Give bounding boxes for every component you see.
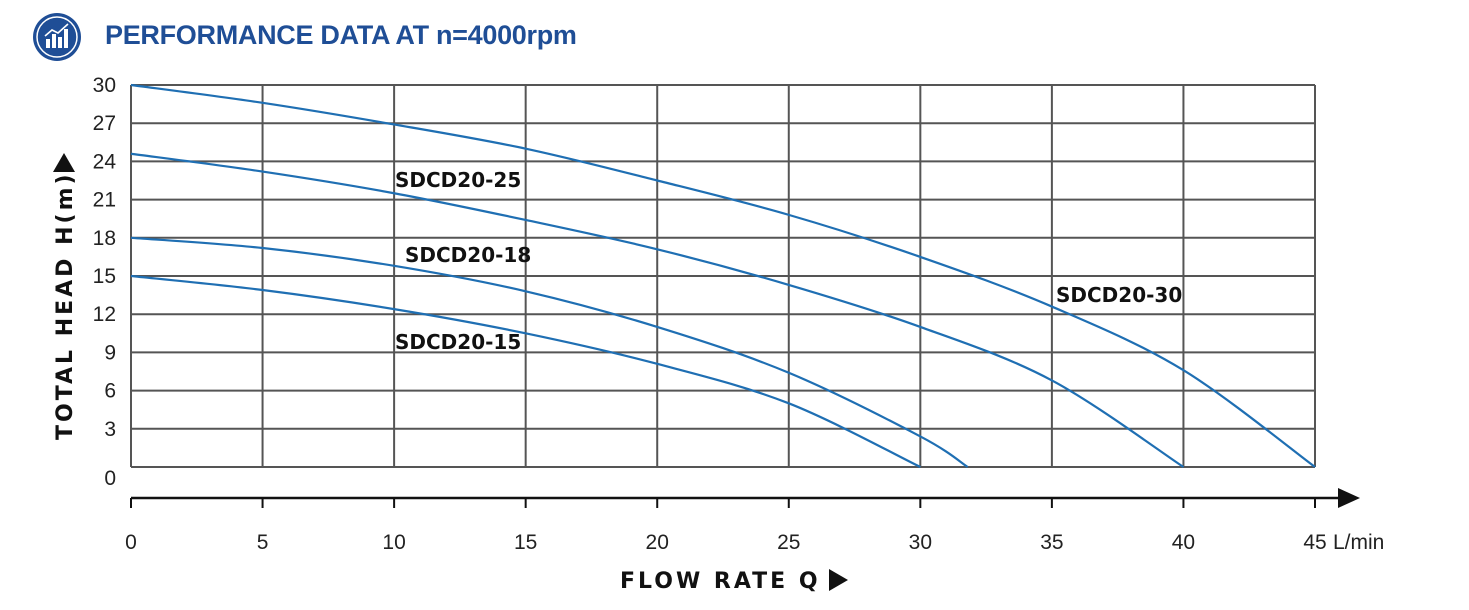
y-tick-label: 0 bbox=[104, 467, 116, 490]
page-title: PERFORMANCE DATA AT n=4000rpm bbox=[105, 20, 577, 50]
series-label: SDCD20-30 bbox=[1056, 283, 1182, 307]
x-tick-label: 35 bbox=[1040, 531, 1063, 554]
series-line bbox=[130, 152, 1185, 468]
x-axis-arrowhead bbox=[1338, 488, 1360, 508]
y-tick-label: 9 bbox=[104, 341, 116, 364]
y-tick-label: 21 bbox=[93, 189, 116, 212]
x-tick-label: 45 bbox=[1303, 531, 1326, 554]
x-tick-label: 0 bbox=[125, 531, 137, 554]
series-line bbox=[130, 236, 969, 468]
x-tick-label: 10 bbox=[382, 531, 405, 554]
x-tick-label: 25 bbox=[777, 531, 800, 554]
y-axis-title: TOTAL HEAD H(m) bbox=[53, 171, 78, 440]
series-label: SDCD20-25 bbox=[395, 168, 521, 192]
y-tick-label: 6 bbox=[104, 380, 116, 403]
x-tick-label: 30 bbox=[909, 531, 932, 554]
y-tick-label: 12 bbox=[93, 303, 116, 326]
bar-chart-icon bbox=[33, 13, 81, 61]
y-tick-label: 30 bbox=[93, 74, 116, 97]
series-line bbox=[130, 274, 921, 468]
x-axis-title-arrow bbox=[829, 569, 848, 591]
x-tick-label: 40 bbox=[1172, 531, 1195, 554]
y-tick-label: 3 bbox=[104, 418, 116, 441]
x-axis-title: FLOW RATE Q bbox=[620, 569, 821, 594]
y-tick-label: 27 bbox=[93, 112, 116, 135]
series-label: SDCD20-15 bbox=[395, 330, 521, 354]
y-tick-label: 24 bbox=[93, 150, 117, 173]
y-tick-label: 18 bbox=[93, 227, 116, 250]
x-tick-label: 5 bbox=[257, 531, 269, 554]
y-axis-title-arrow bbox=[53, 153, 75, 172]
series-label: SDCD20-18 bbox=[405, 243, 531, 267]
x-tick-label: 20 bbox=[646, 531, 669, 554]
x-tick-label: 15 bbox=[514, 531, 537, 554]
series-line bbox=[130, 83, 1316, 468]
y-tick-label: 15 bbox=[93, 265, 116, 288]
x-unit-label: L/min bbox=[1333, 531, 1384, 554]
